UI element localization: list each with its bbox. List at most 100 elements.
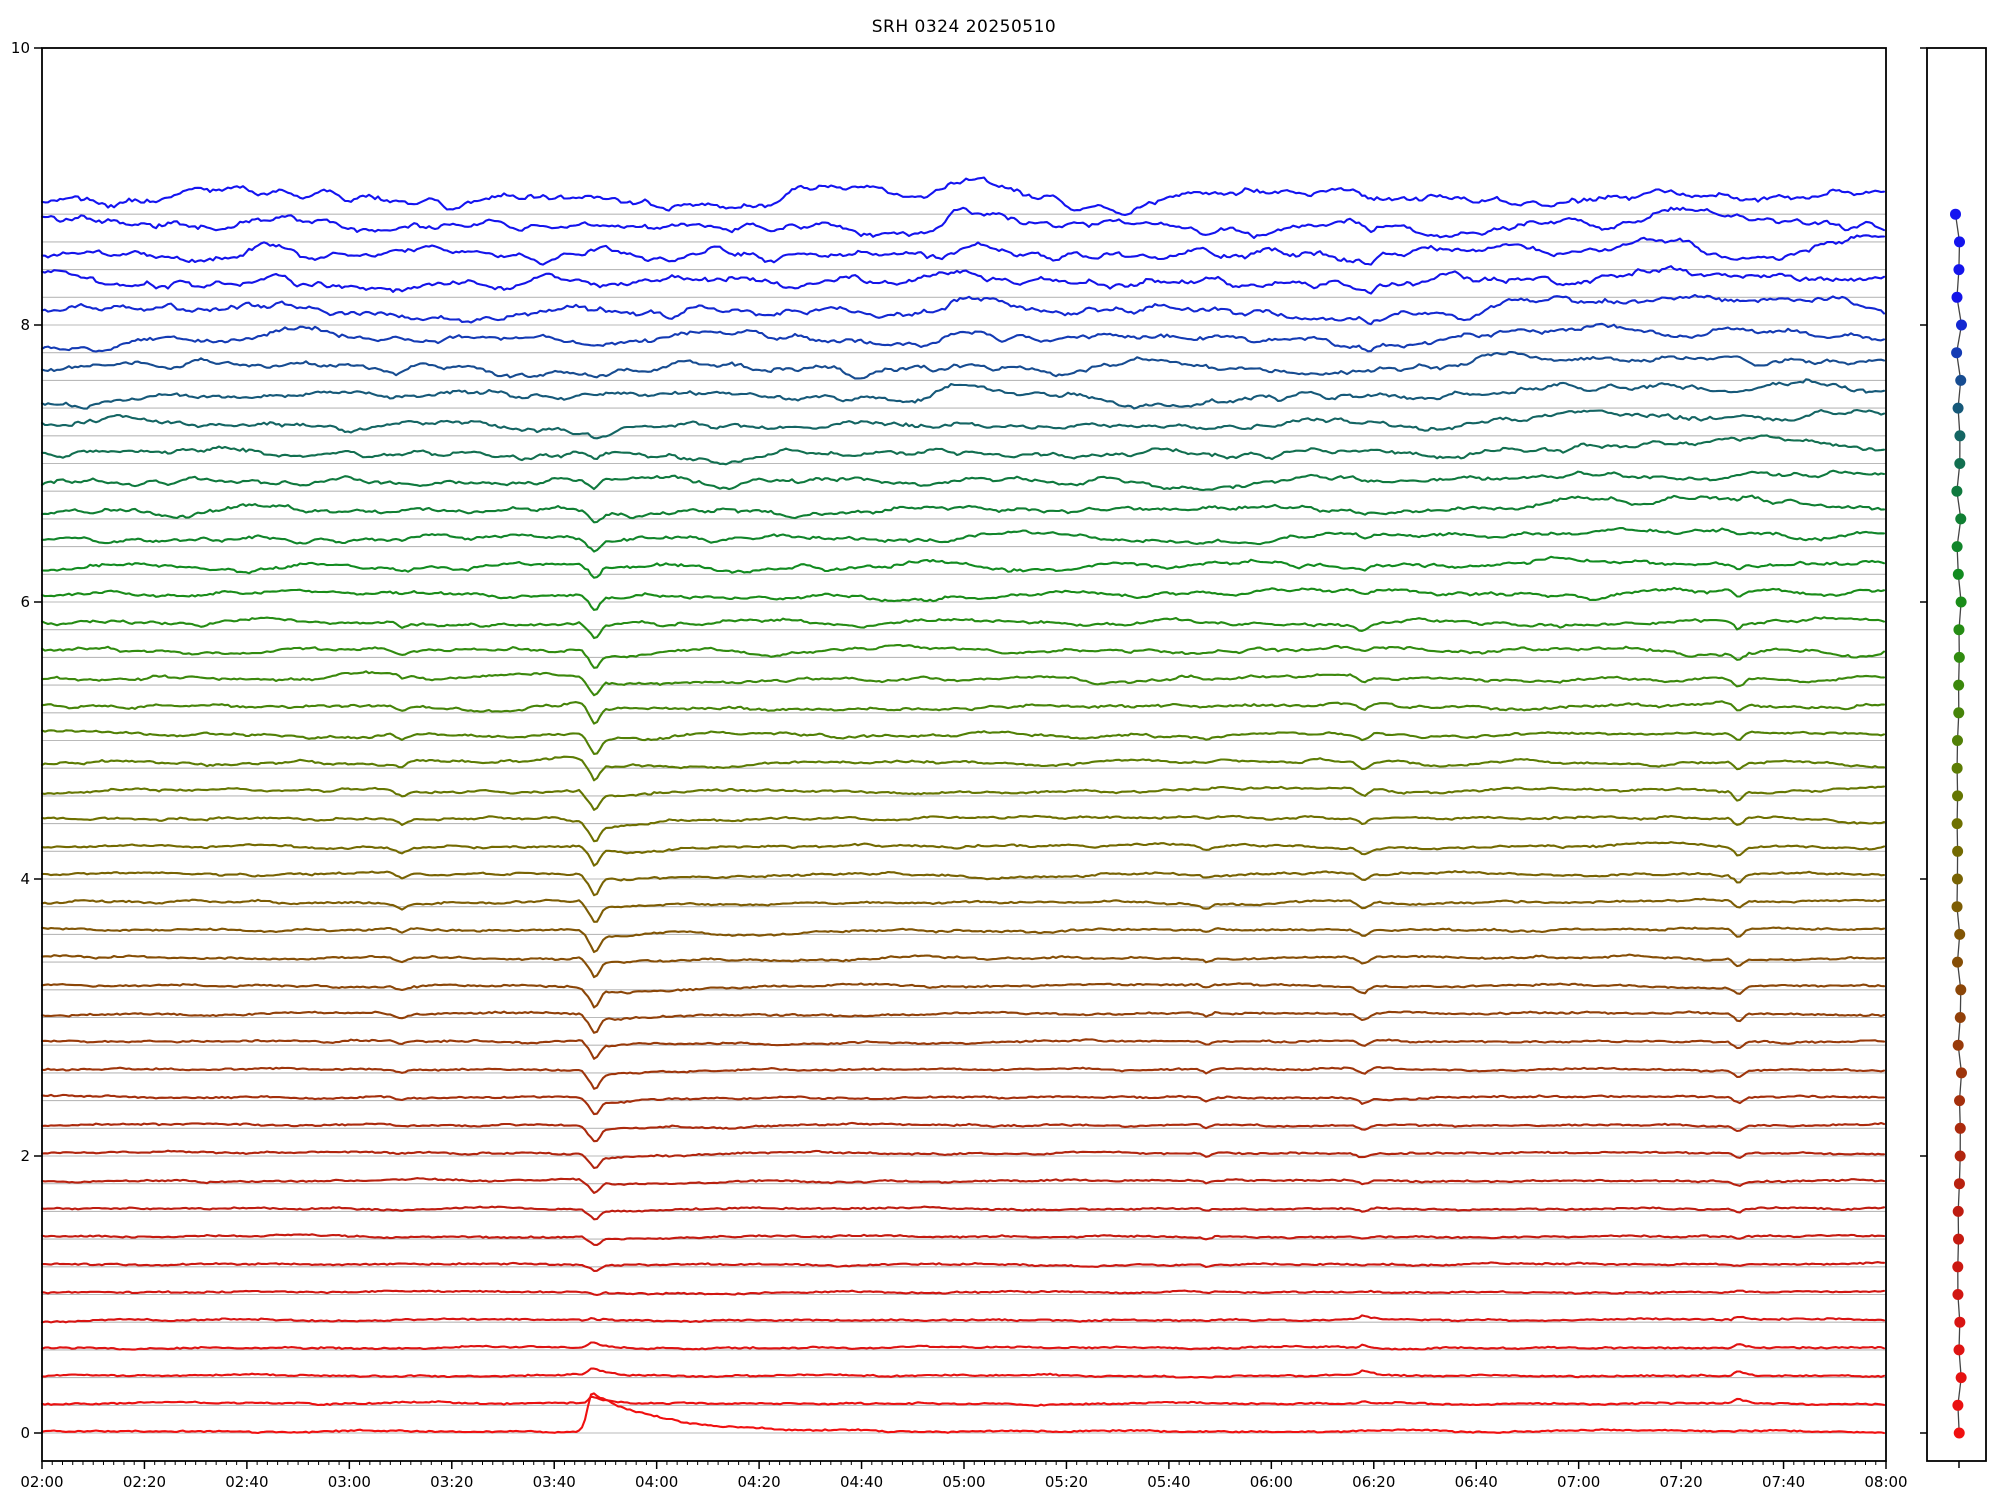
frequency-marker-dot [1952, 845, 1964, 857]
trace-line [40, 526, 1886, 553]
x-tick-label: 08:00 [1864, 1473, 1907, 1491]
x-tick-label: 06:20 [1352, 1473, 1395, 1491]
x-tick-label: 05:00 [942, 1473, 985, 1491]
trace-line [40, 408, 1886, 440]
trace-line [40, 322, 1886, 353]
chart-title: SRH 0324 20250510 [871, 17, 1057, 37]
frequency-marker-dot [1953, 1427, 1965, 1439]
y-tick-label: 10 [11, 39, 30, 57]
frequency-marker-dot [1952, 790, 1964, 802]
trace-line [40, 176, 1886, 217]
frequency-marker-dot [1952, 1289, 1964, 1300]
frequency-marker-dot [1954, 236, 1966, 248]
trace-line [40, 897, 1886, 923]
trace-line [40, 814, 1886, 843]
trace-line [40, 1367, 1886, 1379]
trace-line [40, 700, 1886, 725]
frequency-marker-dot [1955, 1372, 1967, 1384]
frequency-marker-dot [1955, 1067, 1967, 1079]
frequency-marker-dot [1953, 1233, 1965, 1245]
frequency-marker-dot [1954, 1095, 1966, 1107]
frequency-marker-dot [1954, 1150, 1966, 1162]
frequency-marker-dot [1951, 485, 1963, 497]
x-tick-label: 03:20 [430, 1473, 473, 1491]
frequency-marker-dot [1951, 901, 1963, 913]
baseline-gridlines [42, 213, 1886, 1434]
trace-line [40, 729, 1886, 755]
x-tick-label: 02:20 [123, 1473, 166, 1491]
frequency-marker-dot [1950, 208, 1961, 220]
frequency-marker-dot [1955, 319, 1967, 331]
frequency-marker-dot [1953, 707, 1965, 719]
x-tick-label: 04:20 [737, 1473, 780, 1491]
trace-line [40, 953, 1886, 979]
x-tick-label: 02:00 [20, 1473, 63, 1491]
frequency-marker-dot [1953, 651, 1965, 663]
frequency-marker-dot [1954, 1012, 1966, 1023]
x-tick-label: 03:00 [328, 1473, 371, 1491]
frequency-marker-dot [1951, 818, 1963, 830]
frequency-marker-dot [1952, 956, 1964, 968]
trace-line [40, 1261, 1886, 1272]
trace-line [40, 982, 1886, 1009]
frequency-marker-dot [1953, 1178, 1965, 1190]
trace-line [40, 1314, 1886, 1324]
frequency-marker-dot [1953, 679, 1965, 691]
trace-line [40, 555, 1886, 579]
traces-group [40, 176, 1886, 1435]
trace-line [40, 1010, 1886, 1034]
frequency-marker-dot [1952, 402, 1964, 414]
frequency-marker-dot [1951, 735, 1963, 746]
x-tick-label: 02:40 [225, 1473, 268, 1491]
frequency-marker-dot [1952, 1039, 1964, 1051]
frequency-marker-dot [1954, 430, 1966, 442]
trace-line [40, 265, 1886, 295]
trace-line [40, 1038, 1886, 1060]
frequency-marker-dot [1952, 1205, 1964, 1217]
x-tick-label: 06:00 [1250, 1473, 1293, 1491]
x-tick-label: 07:40 [1762, 1473, 1805, 1491]
trace-line [40, 1066, 1886, 1090]
frequency-marker-dot [1953, 1344, 1965, 1356]
trace-line [40, 926, 1886, 954]
y-tick-label: 2 [20, 1147, 30, 1165]
trace-line [40, 434, 1886, 466]
frequency-marker-dot [1951, 347, 1963, 359]
trace-line [40, 1177, 1886, 1194]
frequency-marker-dot [1951, 762, 1963, 774]
trace-line [40, 378, 1886, 410]
y-tick-label: 4 [20, 870, 30, 888]
frequency-marker-dot [1953, 624, 1965, 636]
trace-line [40, 841, 1886, 867]
x-tick-label: 07:00 [1557, 1473, 1600, 1491]
trace-line [40, 616, 1886, 640]
x-tick-label: 04:00 [635, 1473, 678, 1491]
right-marker-panel [1920, 47, 1987, 1468]
x-tick-label: 05:20 [1045, 1473, 1088, 1491]
x-tick-label: 05:40 [1147, 1473, 1190, 1491]
trace-line [40, 670, 1886, 697]
x-tick-label: 04:40 [840, 1473, 883, 1491]
tick-labels-group: 0 2 4 6 8 10 02:00 02:20 02:40 03:00 03:20 03:40 04:… [11, 39, 1908, 1491]
frequency-marker-dot [1952, 568, 1964, 580]
trace-line [40, 351, 1886, 380]
trace-line [40, 1205, 1886, 1221]
frequency-marker-dot [1955, 374, 1967, 386]
y-tick-label: 6 [20, 593, 30, 611]
x-tick-label: 07:20 [1659, 1473, 1702, 1491]
trace-line [40, 586, 1886, 611]
trace-line [40, 206, 1886, 240]
trace-line [40, 469, 1886, 492]
frequency-marker-dot [1955, 984, 1967, 996]
trace-line [40, 870, 1886, 897]
frequency-marker-dot [1953, 264, 1965, 276]
trace-line [40, 1289, 1886, 1297]
trace-line [40, 1341, 1886, 1351]
frequency-marker-dot [1954, 458, 1966, 469]
frequency-marker-dot [1951, 291, 1963, 303]
trace-line [40, 234, 1886, 266]
frequency-marker-dot [1955, 513, 1967, 525]
axes-group [34, 47, 1887, 1469]
